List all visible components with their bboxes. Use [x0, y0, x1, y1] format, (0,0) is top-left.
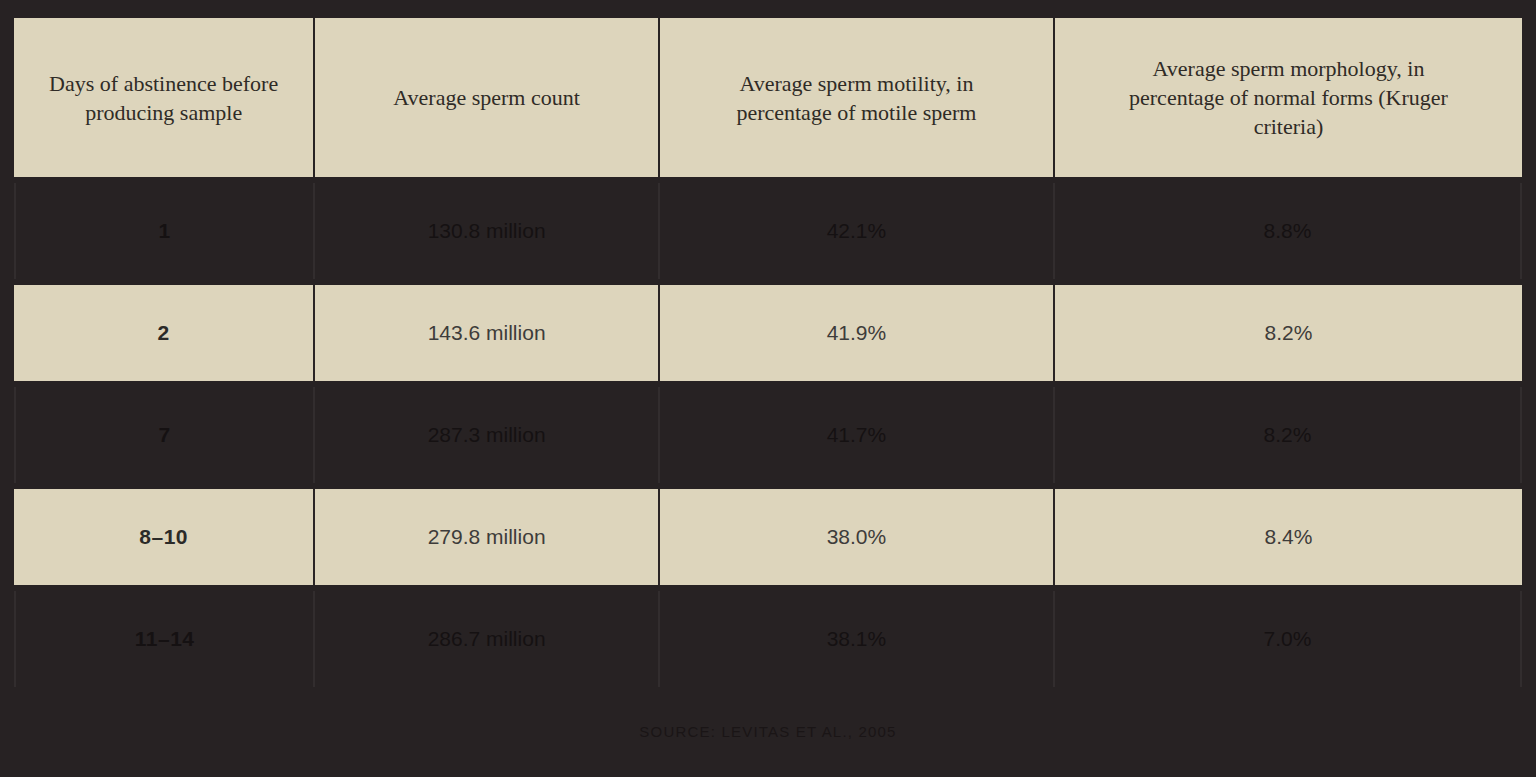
- table-row: 1 130.8 million 42.1% 8.8%: [14, 183, 1522, 279]
- abstinence-sperm-table: Days of abstinence before producing samp…: [14, 18, 1522, 687]
- column-header-count-label: Average sperm count: [393, 83, 580, 112]
- table-row: 7 287.3 million 41.7% 8.2%: [14, 387, 1522, 483]
- source-note: SOURCE: LEVITAS ET AL., 2005: [14, 723, 1522, 740]
- column-header-morphology-label: Average sperm morphology, in percentage …: [1113, 54, 1463, 141]
- column-header-days: Days of abstinence before producing samp…: [14, 18, 313, 177]
- cell-sperm-count: 130.8 million: [313, 183, 658, 279]
- table-header-row: Days of abstinence before producing samp…: [14, 18, 1522, 177]
- cell-motility: 42.1%: [658, 183, 1053, 279]
- column-header-days-label: Days of abstinence before producing samp…: [49, 69, 279, 127]
- table-row: 2 143.6 million 41.9% 8.2%: [14, 285, 1522, 381]
- column-header-motility: Average sperm motility, in percentage of…: [658, 18, 1053, 177]
- cell-days: 1: [14, 183, 313, 279]
- cell-sperm-count: 286.7 million: [313, 591, 658, 687]
- cell-days: 8–10: [14, 489, 313, 585]
- cell-sperm-count: 287.3 million: [313, 387, 658, 483]
- cell-morphology: 7.0%: [1053, 591, 1522, 687]
- column-header-motility-label: Average sperm motility, in percentage of…: [691, 69, 1021, 127]
- cell-sperm-count: 279.8 million: [313, 489, 658, 585]
- cell-motility: 38.0%: [658, 489, 1053, 585]
- cell-days: 11–14: [14, 591, 313, 687]
- page: Days of abstinence before producing samp…: [0, 0, 1536, 777]
- cell-morphology: 8.4%: [1053, 489, 1522, 585]
- cell-morphology: 8.2%: [1053, 387, 1522, 483]
- cell-days: 2: [14, 285, 313, 381]
- cell-sperm-count: 143.6 million: [313, 285, 658, 381]
- cell-days: 7: [14, 387, 313, 483]
- column-header-count: Average sperm count: [313, 18, 658, 177]
- table-row: 11–14 286.7 million 38.1% 7.0%: [14, 591, 1522, 687]
- table-row: 8–10 279.8 million 38.0% 8.4%: [14, 489, 1522, 585]
- column-header-morphology: Average sperm morphology, in percentage …: [1053, 18, 1522, 177]
- cell-morphology: 8.8%: [1053, 183, 1522, 279]
- cell-motility: 38.1%: [658, 591, 1053, 687]
- cell-motility: 41.9%: [658, 285, 1053, 381]
- cell-morphology: 8.2%: [1053, 285, 1522, 381]
- cell-motility: 41.7%: [658, 387, 1053, 483]
